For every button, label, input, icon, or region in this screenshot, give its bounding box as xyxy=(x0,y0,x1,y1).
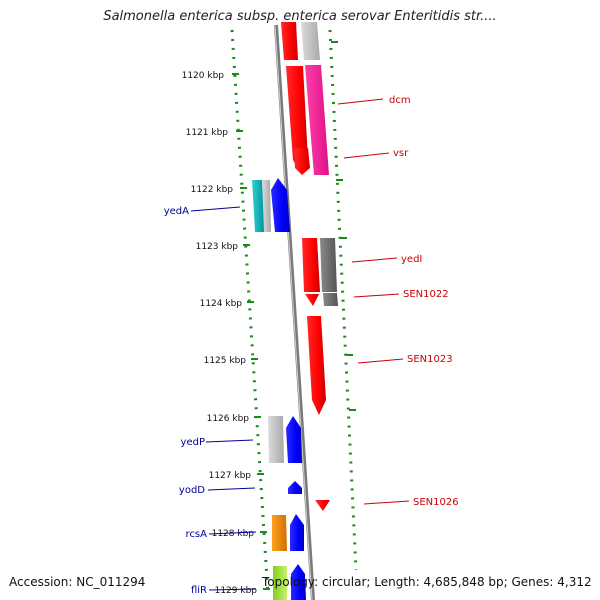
gene-yedP[interactable] xyxy=(286,416,302,463)
leader-fliR xyxy=(208,588,257,591)
label-SEN1026[interactable]: SEN1026 xyxy=(413,497,459,508)
gene-SEN1022-gray[interactable] xyxy=(323,293,338,306)
leader-rcsA xyxy=(208,531,257,535)
gene-block-top-gray[interactable] xyxy=(301,22,320,60)
scale-label-1121: 1121 kbp xyxy=(186,128,229,138)
scale-label-1128: 1128 kbp xyxy=(212,529,255,539)
scale-label-1122: 1122 kbp xyxy=(191,185,234,195)
label-SEN1023[interactable]: SEN1023 xyxy=(407,354,453,365)
label-yedA[interactable]: yedA xyxy=(164,206,189,217)
scale-label-1120: 1120 kbp xyxy=(182,71,225,81)
gene-fliR-green[interactable] xyxy=(273,566,287,600)
leader-yedA xyxy=(190,206,241,212)
gene-yedA[interactable] xyxy=(271,178,290,232)
leader-vsr xyxy=(343,152,390,159)
scale-label-1126: 1126 kbp xyxy=(207,414,250,424)
scale-label-1124: 1124 kbp xyxy=(200,299,243,309)
leader-yedI xyxy=(351,257,398,263)
label-dcm[interactable]: dcm xyxy=(389,95,411,106)
leader-SEN1023 xyxy=(357,358,404,364)
gene-yedI-gray[interactable] xyxy=(320,238,337,292)
scale-label-1123: 1123 kbp xyxy=(196,242,239,252)
scale-label-1127: 1127 kbp xyxy=(209,471,252,481)
gene-SEN1023[interactable] xyxy=(307,316,326,415)
leader-SEN1026 xyxy=(363,500,410,505)
ruler-dotted-arc-right xyxy=(328,29,358,571)
topology-text: Topology: circular; Length: 4,685,848 bp… xyxy=(262,575,592,589)
label-SEN1022[interactable]: SEN1022 xyxy=(403,289,449,300)
genome-backbone xyxy=(274,24,315,600)
gene-rcsA-orange[interactable] xyxy=(272,515,287,551)
gene-rcsA[interactable] xyxy=(290,514,304,551)
label-yedI[interactable]: yedI xyxy=(401,254,422,265)
gene-SEN1026[interactable] xyxy=(315,500,330,511)
accession-text: Accession: NC_011294 xyxy=(9,575,146,589)
gene-yodD[interactable] xyxy=(288,481,302,494)
ruler-dotted-arc-left xyxy=(230,29,270,596)
label-rcsA[interactable]: rcsA xyxy=(186,529,208,540)
gene-block-vsr-red[interactable] xyxy=(294,148,310,175)
leader-SEN1022 xyxy=(353,293,400,298)
gene-yedP-gray[interactable] xyxy=(268,416,284,463)
scale-ticks xyxy=(232,41,356,590)
leader-yedP xyxy=(205,439,254,443)
label-yodD[interactable]: yodD xyxy=(179,485,205,496)
gene-yedA-gray[interactable] xyxy=(262,180,271,232)
gene-block-top-red[interactable] xyxy=(281,22,298,60)
leader-yodD xyxy=(207,487,256,491)
scale-label-1125: 1125 kbp xyxy=(204,356,247,366)
label-fliR[interactable]: fliR xyxy=(191,585,207,596)
label-yedP[interactable]: yedP xyxy=(181,437,205,448)
gene-fliR[interactable] xyxy=(291,564,306,600)
gene-vsr[interactable] xyxy=(305,65,329,175)
gene-dcm[interactable] xyxy=(286,66,308,172)
gene-yedI[interactable] xyxy=(302,238,320,292)
label-vsr[interactable]: vsr xyxy=(393,148,409,159)
gene-SEN1022[interactable] xyxy=(305,294,319,306)
genome-backbone-highlight xyxy=(274,24,313,600)
gene-yedA-cyan[interactable] xyxy=(252,180,265,232)
leader-dcm xyxy=(337,98,384,105)
map-title: Salmonella enterica subsp. enterica sero… xyxy=(103,9,497,24)
scale-label-1129: 1129 kbp xyxy=(215,586,258,596)
